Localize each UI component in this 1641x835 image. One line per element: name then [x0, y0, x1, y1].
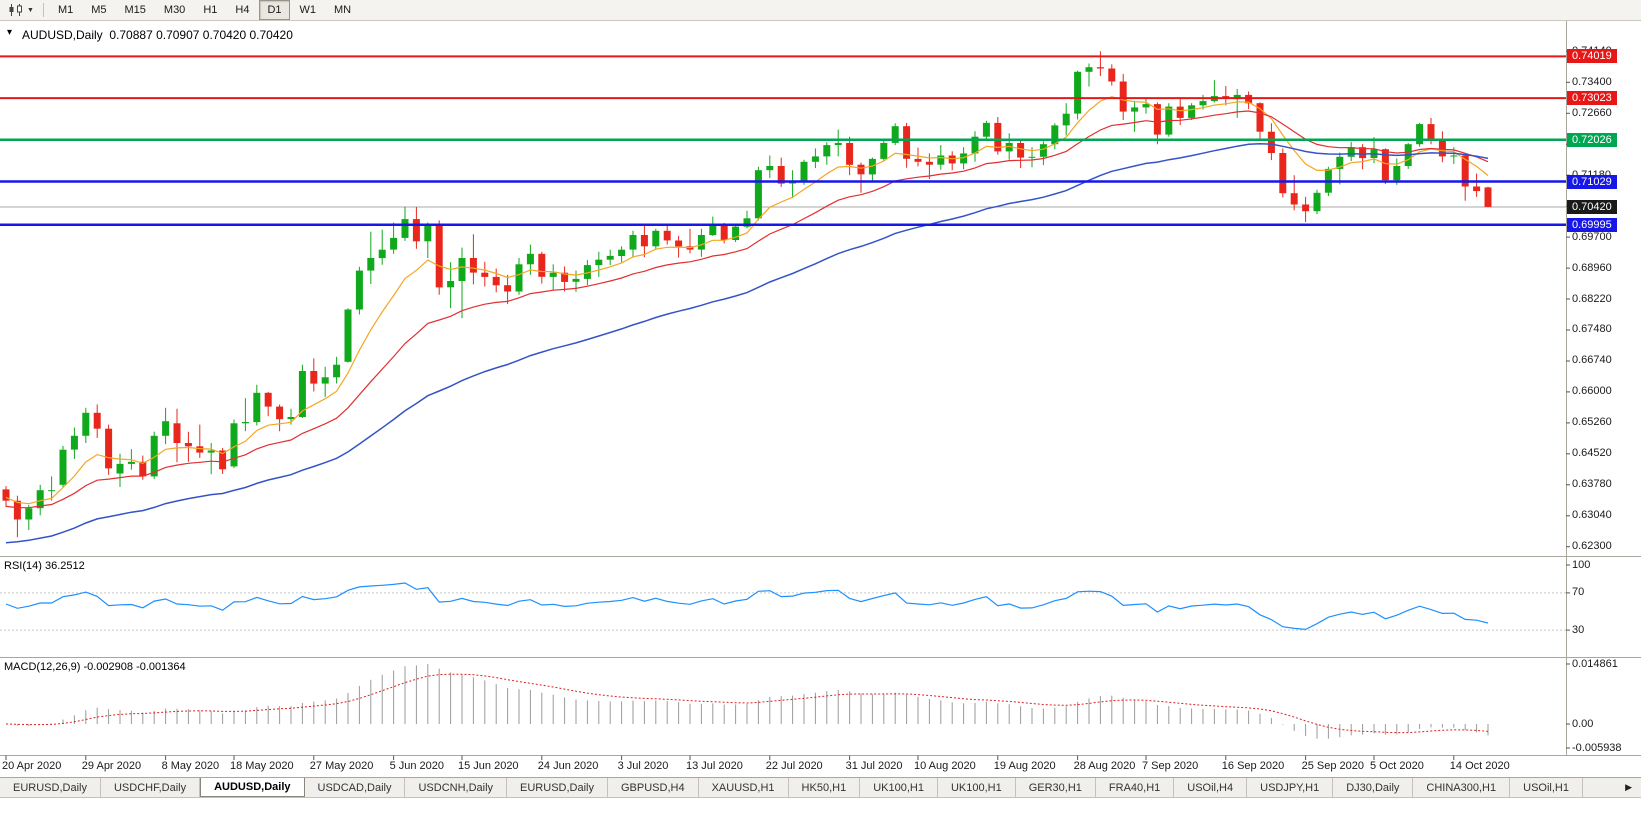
rsi-line	[5, 582, 1489, 631]
chart-tab-ger30-h1[interactable]: GER30,H1	[1015, 778, 1096, 797]
price-axis-label: 0.72660	[1572, 106, 1612, 119]
price-axis-label: 0.62300	[1572, 540, 1612, 553]
chart-type-button[interactable]: ▼	[4, 2, 38, 18]
date-axis-label: 27 May 2020	[309, 760, 374, 772]
chart-tab-eurusd-daily[interactable]: EURUSD,Daily	[507, 778, 608, 797]
timeframe-button-m15[interactable]: M15	[117, 0, 154, 20]
price-axis-label: 0.63780	[1572, 478, 1612, 491]
chart-tab-usdchf-daily[interactable]: USDCHF,Daily	[100, 778, 201, 797]
date-axis-label: 25 Sep 2020	[1301, 760, 1364, 772]
tab-scroll-right-icon[interactable]: ▶	[1625, 782, 1632, 792]
price-axis-label: 0.63040	[1572, 509, 1612, 522]
date-axis-label: 8 May 2020	[161, 760, 220, 772]
price-axis-label: 0.66000	[1572, 385, 1612, 398]
chart-tab-usoil-h4[interactable]: USOil,H4	[1174, 778, 1248, 797]
price-tag-0.72026: 0.72026	[1567, 132, 1617, 147]
timeframe-button-m5[interactable]: M5	[83, 0, 114, 20]
price-tag-0.74019: 0.74019	[1567, 49, 1617, 64]
price-axis-label: 0.64520	[1572, 447, 1612, 460]
ma-medium-line	[5, 110, 1489, 509]
chart-tab-uk100-h1[interactable]: UK100,H1	[860, 778, 938, 797]
chart-tab-bar: EURUSD,Daily USDCHF,Daily AUDUSD,Daily USDC…	[0, 777, 1641, 798]
macd-axis-label: 0.014861	[1572, 657, 1618, 670]
chart-tab-usdjpy-h1[interactable]: USDJPY,H1	[1247, 778, 1334, 797]
date-axis-label: 28 Aug 2020	[1073, 760, 1136, 772]
macd-signal-line	[5, 673, 1489, 734]
date-axis-label: 20 Apr 2020	[2, 760, 62, 772]
chart-ohlc-values: 0.70887 0.70907 0.70420 0.70420	[109, 28, 293, 42]
timeframe-button-d1[interactable]: D1	[259, 0, 290, 20]
price-axis-label: 0.69700	[1572, 230, 1612, 243]
chart-tab-xauusd-h1[interactable]: XAUUSD,H1	[698, 778, 789, 797]
candlestick-chart-icon	[9, 4, 22, 16]
timeframe-buttons: M1 M5 M15 M30 H1 H4 D1 W1 MN	[49, 0, 360, 20]
date-axis-label: 14 Oct 2020	[1449, 760, 1510, 772]
price-axis-label: 0.68960	[1572, 261, 1612, 274]
ma-fast-line	[5, 96, 1489, 505]
chart-ohlc-title: AUDUSD,Daily 0.70887 0.70907 0.70420 0.7…	[22, 28, 293, 42]
price-axis-label: 0.65260	[1572, 416, 1612, 429]
current-price-tag: 0.70420	[1567, 199, 1617, 214]
price-tag-0.73023: 0.73023	[1567, 91, 1617, 106]
date-axis-label: 22 Jul 2020	[765, 760, 823, 772]
date-axis-label: 16 Sep 2020	[1221, 760, 1285, 772]
chart-tab-fra40-h1[interactable]: FRA40,H1	[1095, 778, 1175, 797]
date-axis-label: 15 Jun 2020	[458, 760, 519, 772]
chart-tab-usoil-h1[interactable]: USOil,H1	[1510, 778, 1583, 797]
toolbar-separator	[42, 3, 44, 17]
chart-tab-uk100-h1[interactable]: UK100,H1	[937, 778, 1016, 797]
chart-tab-gbpusd-h4[interactable]: GBPUSD,H4	[608, 778, 699, 797]
date-axis-label: 31 Jul 2020	[845, 760, 903, 772]
rsi-axis-label: 30	[1572, 623, 1585, 636]
chart-symbol-period: AUDUSD,Daily	[22, 28, 103, 42]
macd-indicator-label: MACD(12,26,9) -0.002908 -0.001364	[4, 661, 186, 673]
price-tag-0.69995: 0.69995	[1567, 217, 1617, 232]
date-axis-label: 5 Jun 2020	[389, 760, 445, 772]
timeframe-button-h1[interactable]: H1	[195, 0, 225, 20]
timeframe-button-m30[interactable]: M30	[156, 0, 193, 20]
chart-tab-usdcad-daily[interactable]: USDCAD,Daily	[304, 778, 406, 797]
price-axis-label: 0.67480	[1572, 323, 1612, 336]
macd-axis-label: -0.005938	[1572, 741, 1622, 754]
price-axis-label: 0.66740	[1572, 354, 1612, 367]
date-axis-label: 18 May 2020	[230, 760, 294, 772]
macd-axis-label: 0.00	[1572, 717, 1594, 730]
timeframe-button-m1[interactable]: M1	[50, 0, 81, 20]
rsi-axis-label: 100	[1572, 558, 1591, 571]
date-axis-label: 19 Aug 2020	[993, 760, 1056, 772]
date-axis-label: 13 Jul 2020	[686, 760, 743, 772]
ma-slow-line	[5, 142, 1489, 544]
chart-tab-china300-h1[interactable]: CHINA300,H1	[1413, 778, 1511, 797]
price-axis-label: 0.68220	[1572, 292, 1612, 305]
timeframe-button-mn[interactable]: MN	[326, 0, 359, 20]
date-axis-label: 10 Aug 2020	[914, 760, 976, 772]
chart-tab-audusd-daily[interactable]: AUDUSD,Daily	[200, 778, 305, 797]
chart-tab-eurusd-daily[interactable]: EURUSD,Daily	[0, 778, 101, 797]
chart-tab-usdcnh-daily[interactable]: USDCNH,Daily	[405, 778, 508, 797]
chart-tab-hk50-h1[interactable]: HK50,H1	[788, 778, 861, 797]
date-axis-label: 24 Jun 2020	[537, 760, 599, 772]
chevron-down-icon: ▼	[27, 6, 34, 14]
one-click-trading-arrow-icon[interactable]: ▾	[7, 27, 13, 38]
timeframe-button-w1[interactable]: W1	[292, 0, 325, 20]
chart-tab-dj30-daily[interactable]: DJ30,Daily	[1333, 778, 1414, 797]
price-tag-0.71029: 0.71029	[1567, 174, 1617, 189]
date-axis-label: 5 Oct 2020	[1370, 760, 1424, 772]
macd-histogram	[16, 664, 1489, 739]
date-axis-label: 7 Sep 2020	[1142, 760, 1199, 772]
rsi-axis-label: 70	[1572, 586, 1585, 599]
timeframe-button-h4[interactable]: H4	[227, 0, 257, 20]
rsi-indicator-label: RSI(14) 36.2512	[4, 560, 85, 572]
price-axis-label: 0.73400	[1572, 75, 1612, 88]
date-axis-label: 29 Apr 2020	[81, 760, 142, 772]
toolbar: ▼ M1 M5 M15 M30 H1 H4 D1 W1 MN	[0, 0, 1641, 21]
date-axis-label: 3 Jul 2020	[617, 760, 669, 772]
